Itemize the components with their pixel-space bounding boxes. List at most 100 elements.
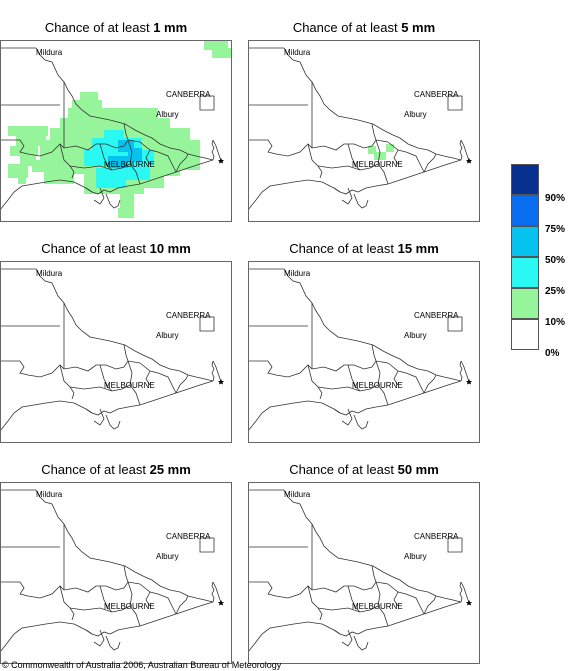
border-line [333,187,359,195]
legend-label-75: 75% [545,224,566,235]
city-label-albury: Albury [404,552,427,561]
border-line [211,581,215,603]
border-line [357,380,462,414]
border-line [347,143,361,171]
border-line [248,47,462,161]
border-line [69,384,131,392]
border-line [459,360,463,382]
panel-title-10mm: Chance of at least 10 mm [41,241,191,256]
border-line [393,591,399,607]
border-line [0,139,141,157]
map-25mm: Mildura CANBERRA Albury MELBOURNE [0,482,232,664]
border-line [447,537,463,553]
border-line [248,581,389,599]
city-label-albury: Albury [156,552,179,561]
border-line [248,489,462,603]
border-line [248,621,341,664]
rain-area-10pct [10,146,38,156]
legend-label-50: 50% [545,255,566,266]
city-label-mildura: Mildura [284,490,311,499]
border-line [123,344,129,362]
border-line [317,384,379,392]
border-line [0,581,141,599]
city-label-canberra: CANBERRA [166,311,211,320]
rain-area-10pct [60,118,170,130]
rain-area-10pct [68,108,158,120]
city-label-melbourne: MELBOURNE [352,602,403,611]
border-line [357,159,462,193]
border-line [175,153,189,173]
legend-label-10: 10% [545,317,566,328]
rain-area-10pct [72,100,102,110]
city-label-canberra: CANBERRA [166,90,211,99]
rain-area-10pct [368,146,376,154]
border-line [459,581,463,603]
legend-label-0: 0% [545,348,560,359]
point-marker [218,379,224,385]
border-line [85,187,111,195]
border-line [85,408,111,416]
city-label-canberra: CANBERRA [414,311,459,320]
point-marker [218,600,224,606]
city-label-mildura: Mildura [36,48,63,57]
rain-area-10pct [8,126,48,136]
panel-title-50mm: Chance of at least 50 mm [289,462,439,477]
border-line [93,187,105,205]
border-line [353,414,369,430]
border-line [0,621,93,664]
border-line [317,163,379,171]
border-line [423,374,437,394]
rain-area-10pct [374,152,386,160]
border-line [333,408,359,416]
city-label-albury: Albury [404,331,427,340]
city-label-melbourne: MELBOURNE [352,160,403,169]
legend-swatch-0 [511,319,539,350]
rain-area-10pct [150,136,170,148]
border-line [317,605,379,613]
city-label-canberra: CANBERRA [414,532,459,541]
border-line [69,605,131,613]
point-marker [466,379,472,385]
region-map: Mildura CANBERRA Albury MELBOURNE [0,482,232,664]
legend-swatch-50 [511,226,539,257]
border-line [0,179,93,222]
border-line [105,635,121,651]
rain-area-50pct [108,156,128,168]
border-line [393,149,399,165]
border-line [447,95,463,111]
border-line [139,141,177,173]
border-line [248,268,462,382]
city-label-albury: Albury [156,110,179,119]
rain-area-10pct [212,48,232,58]
border-line [109,601,214,635]
city-label-mildura: Mildura [284,48,311,57]
border-line [371,344,377,362]
border-line [139,583,177,615]
border-line [99,143,113,171]
region-map: Mildura CANBERRA Albury MELBOURNE [0,40,232,222]
rain-area-25pct [104,130,124,140]
border-line [341,629,353,647]
border-line [123,123,129,141]
border-line [145,591,151,607]
border-line [99,585,113,613]
border-line [459,139,463,161]
city-label-albury: Albury [404,110,427,119]
border-line [387,141,425,173]
border-line [347,585,361,613]
region-map: Mildura CANBERRA Albury MELBOURNE [248,261,480,443]
rain-area-10pct [32,160,46,172]
legend-swatch-10 [511,288,539,319]
city-label-mildura: Mildura [284,269,311,278]
city-label-canberra: CANBERRA [414,90,459,99]
rain-area-25pct [96,168,126,188]
panel-title-5mm: Chance of at least 5 mm [292,20,436,35]
panel-title-25mm: Chance of at least 25 mm [41,462,191,477]
region-map: Mildura CANBERRA Albury MELBOURNE [248,40,480,222]
border-line [357,601,462,635]
map-50mm: Mildura CANBERRA Albury MELBOURNE [248,482,480,664]
border-line [93,629,105,647]
border-line [109,380,214,414]
rain-area-10pct [20,156,36,166]
border-line [371,123,377,141]
